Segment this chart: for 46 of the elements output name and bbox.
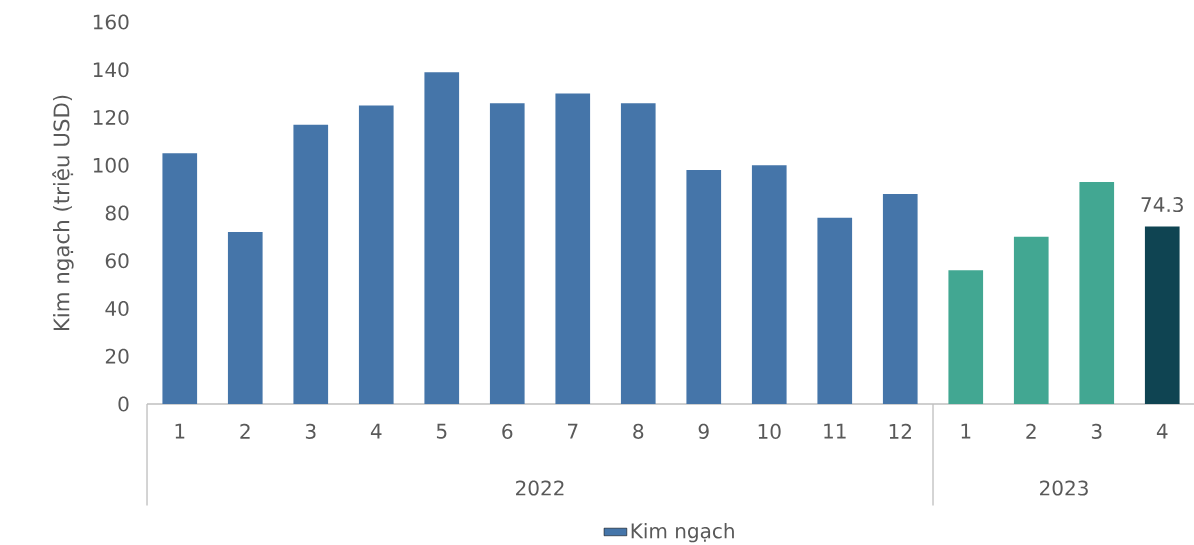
x-tick-label: 2 bbox=[1026, 423, 1036, 439]
x-tick-label: 11 bbox=[824, 423, 846, 439]
x-tick-label: 3 bbox=[305, 423, 316, 439]
x-tick-label: 6 bbox=[502, 423, 513, 439]
bar bbox=[1013, 236, 1049, 404]
bar bbox=[489, 103, 525, 404]
bar bbox=[227, 232, 263, 404]
x-tick-label: 2 bbox=[240, 423, 250, 439]
bar bbox=[948, 270, 984, 404]
x-tick-label: 5 bbox=[436, 423, 447, 439]
bar bbox=[751, 165, 787, 404]
x-tick-label: 4 bbox=[370, 423, 382, 439]
bar bbox=[686, 170, 722, 404]
x-tick-label: 10 bbox=[758, 423, 781, 439]
y-tick-label: 60 bbox=[105, 253, 129, 269]
text: 2023 bbox=[1040, 480, 1088, 496]
x-tick-label: 4 bbox=[1156, 423, 1168, 439]
text: 2022 bbox=[516, 480, 564, 496]
bar bbox=[555, 93, 591, 404]
y-tick-label: 20 bbox=[105, 348, 129, 364]
y-axis-title: Kim ngạch (triệu USD) bbox=[52, 95, 74, 331]
bar bbox=[293, 124, 329, 404]
x-tick-label: 12 bbox=[889, 423, 911, 439]
bar bbox=[620, 103, 656, 404]
x-tick-label: 3 bbox=[1091, 423, 1102, 439]
y-tick-label: 40 bbox=[105, 300, 129, 317]
x-tick-label: 1 bbox=[175, 423, 185, 439]
bar bbox=[1079, 181, 1115, 404]
bar bbox=[358, 105, 394, 404]
bar bbox=[424, 72, 460, 404]
bar bbox=[882, 193, 918, 404]
bar bbox=[1144, 226, 1180, 404]
data-label: 74.3 bbox=[1141, 196, 1183, 213]
bar bbox=[162, 153, 198, 404]
x-tick-label: 1 bbox=[961, 423, 971, 439]
y-tick-label: 80 bbox=[105, 205, 129, 221]
y-tick-label: 140 bbox=[93, 62, 129, 78]
y-tick-label: 0 bbox=[118, 396, 129, 412]
bar bbox=[817, 217, 853, 404]
x-tick-label: 9 bbox=[698, 423, 709, 439]
x-tick-label: 7 bbox=[568, 423, 578, 439]
y-tick-label: 100 bbox=[93, 157, 129, 173]
legend-label: Kim ngạch bbox=[631, 522, 734, 543]
x-tick-label: 8 bbox=[633, 423, 644, 439]
y-tick-label: 120 bbox=[93, 109, 129, 126]
y-tick-label: 160 bbox=[93, 14, 129, 30]
